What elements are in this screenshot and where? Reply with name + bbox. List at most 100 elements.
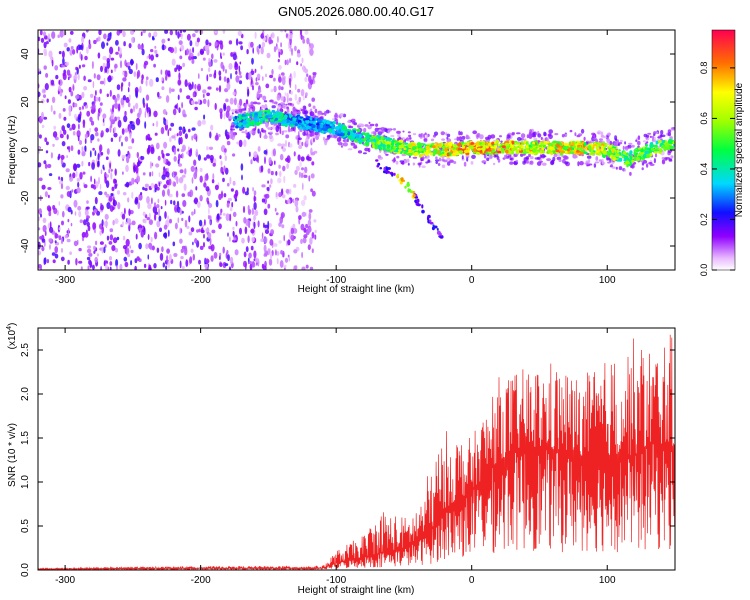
spectrogram-cell bbox=[50, 152, 54, 159]
spectrogram-cell bbox=[289, 81, 292, 89]
spectrogram-cell bbox=[206, 197, 209, 203]
spectrogram-cell bbox=[294, 84, 297, 91]
spectrogram-cell bbox=[198, 228, 201, 233]
spectrogram-cell bbox=[285, 134, 290, 139]
spectrogram-cell bbox=[342, 130, 345, 134]
spectrogram-cell bbox=[309, 111, 315, 117]
spectrogram-cell bbox=[234, 62, 239, 71]
spectrogram-cell bbox=[655, 140, 659, 145]
spectrogram-cell bbox=[541, 146, 545, 150]
spectrogram-cell bbox=[312, 72, 317, 76]
spectrogram-cell bbox=[490, 146, 494, 149]
figure-title: GN05.2026.080.00.40.G17 bbox=[278, 4, 434, 19]
spectrogram-cell bbox=[179, 30, 183, 34]
y-tick-label: 2.5 bbox=[20, 343, 31, 357]
spectrogram-cell bbox=[358, 139, 362, 143]
spectrogram-cell bbox=[670, 155, 674, 159]
spectrogram-cell bbox=[273, 46, 277, 53]
spectrogram-cell bbox=[173, 147, 177, 156]
spectrogram-cell bbox=[114, 183, 118, 189]
spectrogram-cell bbox=[40, 99, 45, 104]
spectrogram-cell bbox=[91, 162, 95, 170]
spectrogram-cell bbox=[269, 74, 274, 79]
spectrogram-cell bbox=[94, 150, 97, 157]
spectrogram-cell bbox=[222, 65, 225, 72]
spectrogram-cell bbox=[70, 30, 74, 35]
spectrogram-cell bbox=[609, 140, 613, 146]
spectrogram-cell bbox=[279, 170, 282, 177]
spectrogram-cell bbox=[311, 161, 315, 166]
spectrogram-cell bbox=[97, 160, 100, 167]
spectrogram-cell bbox=[146, 76, 149, 80]
spectrogram-cell bbox=[263, 265, 267, 270]
spectrogram-cell bbox=[535, 150, 539, 154]
spectrogram-cell bbox=[223, 76, 227, 82]
spectrogram-cell bbox=[205, 258, 210, 264]
spectrogram-cell bbox=[38, 162, 42, 168]
spectrogram-cell bbox=[76, 130, 81, 138]
spectrogram-cell bbox=[618, 141, 623, 145]
spectrogram-cell bbox=[412, 156, 418, 159]
spectrogram-cell bbox=[256, 45, 259, 53]
spectrogram-cell bbox=[191, 100, 194, 105]
spectrogram-cell bbox=[228, 266, 232, 270]
spectrogram-cell bbox=[124, 136, 129, 142]
spectrogram-cell bbox=[142, 30, 146, 34]
spectrogram-cell bbox=[299, 161, 302, 167]
spectrogram-cell bbox=[71, 123, 76, 130]
spectrogram-cell bbox=[322, 127, 328, 132]
spectrogram-cell bbox=[123, 41, 126, 47]
spectrogram-cell bbox=[191, 135, 194, 141]
spectrogram-cell bbox=[278, 164, 281, 169]
spectrogram-cell bbox=[607, 141, 610, 146]
spectrogram-cell bbox=[183, 183, 187, 191]
spectrogram-cell bbox=[145, 79, 148, 87]
spectrogram-cell bbox=[395, 160, 399, 165]
spectrogram-cell bbox=[176, 133, 179, 137]
spectrogram-cell bbox=[425, 133, 429, 139]
spectrogram-cell bbox=[225, 110, 230, 118]
spectrogram-cell bbox=[297, 88, 301, 93]
spectrogram-cell bbox=[263, 236, 268, 244]
spectrogram-cell bbox=[226, 202, 230, 208]
spectrogram-cell bbox=[326, 120, 331, 125]
spectrogram-cell bbox=[313, 80, 315, 84]
spectrogram-cell bbox=[219, 252, 222, 257]
spectrogram-cell bbox=[141, 74, 144, 80]
spectrogram-cell bbox=[148, 144, 151, 149]
spectrogram-cell bbox=[191, 177, 194, 184]
spectrogram-cell bbox=[178, 107, 181, 114]
spectrogram-cell bbox=[292, 228, 298, 234]
spectrogram-cell bbox=[230, 128, 236, 131]
spectrogram-cell bbox=[140, 78, 144, 85]
spectrogram-cell bbox=[588, 152, 592, 156]
spectrogram-cell bbox=[412, 146, 416, 151]
spectrogram-cell bbox=[305, 133, 309, 136]
spectrogram-cell bbox=[309, 43, 314, 50]
spectrogram-cell bbox=[47, 187, 52, 190]
spectrogram-cell bbox=[623, 169, 627, 172]
spectrogram-cell bbox=[181, 193, 186, 198]
spectrogram-cell bbox=[631, 159, 635, 163]
spectrogram-cell bbox=[115, 51, 119, 55]
spectrogram-cell bbox=[81, 36, 85, 44]
spectrogram-cell bbox=[103, 246, 106, 254]
spectrogram-cell bbox=[600, 131, 604, 137]
spectrogram-cell bbox=[257, 156, 259, 164]
spectrogram-cell bbox=[202, 98, 207, 105]
spectrogram-cell bbox=[164, 199, 167, 206]
spectrogram-cell bbox=[167, 129, 170, 137]
spectrogram-cell bbox=[135, 117, 141, 126]
spectrogram-cell bbox=[126, 155, 130, 164]
spectrogram-cell bbox=[277, 104, 282, 109]
spectrogram-cell bbox=[228, 114, 234, 120]
spectrogram-cell bbox=[497, 158, 501, 163]
spectrogram-cell bbox=[295, 165, 300, 172]
spectrogram-cell bbox=[167, 215, 169, 220]
spectrogram-cell bbox=[196, 37, 200, 43]
spectrogram-cell bbox=[220, 52, 222, 58]
spectrogram-cell bbox=[164, 211, 167, 219]
spectrogram-cell bbox=[243, 251, 247, 258]
spectrogram-cell bbox=[137, 160, 141, 167]
spectrogram-cell bbox=[253, 190, 257, 196]
